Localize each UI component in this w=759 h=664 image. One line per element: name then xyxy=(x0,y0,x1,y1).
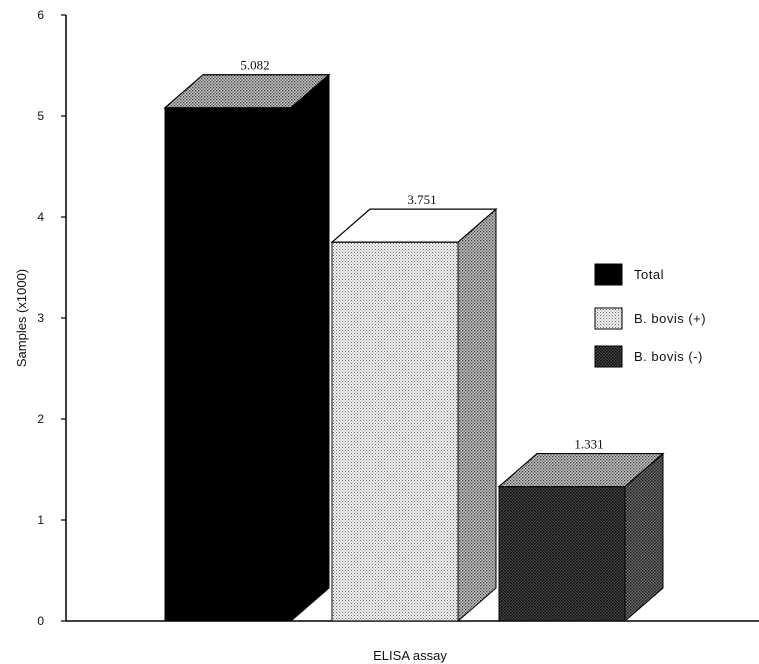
y-axis-title: Samples (x1000) xyxy=(14,269,29,367)
y-tick-label: 1 xyxy=(37,513,44,527)
y-tick-label: 6 xyxy=(37,8,44,22)
bar-1 xyxy=(163,73,331,623)
bar-top-face xyxy=(163,74,331,109)
legend-swatch xyxy=(594,345,623,368)
y-tick-label: 3 xyxy=(37,311,44,325)
bars: 5.082 3.751 1.331 xyxy=(163,58,665,623)
x-axis-title: ELISA assay xyxy=(373,648,447,663)
bar-side-face xyxy=(290,73,330,623)
y-tick-label: 5 xyxy=(37,109,44,123)
legend-label: B. bovis (+) xyxy=(634,311,706,326)
y-tick-label: 4 xyxy=(37,210,44,224)
legend-swatch xyxy=(594,307,623,330)
bar-front-face xyxy=(331,241,459,622)
bar-3 xyxy=(497,452,665,623)
bar-2 xyxy=(330,208,498,623)
bar-value-label: 1.331 xyxy=(574,437,603,452)
bar-top-face xyxy=(497,452,665,488)
legend-label: B. bovis (-) xyxy=(634,349,703,364)
legend: Total B. bovis (+) B. bovis (-) xyxy=(594,263,706,368)
bar-value-label: 3.751 xyxy=(407,192,436,207)
y-axis-ticks: 0 1 2 3 4 5 6 xyxy=(37,8,66,628)
bar-value-label: 5.082 xyxy=(240,58,269,73)
bar-front-face xyxy=(164,107,292,622)
bar-front-face xyxy=(498,486,626,622)
bar-top-face xyxy=(330,208,498,243)
bar-side-face xyxy=(457,208,497,623)
legend-swatch xyxy=(594,263,623,286)
legend-label: Total xyxy=(634,267,664,282)
y-tick-label: 2 xyxy=(37,412,44,426)
y-tick-label: 0 xyxy=(37,614,44,628)
